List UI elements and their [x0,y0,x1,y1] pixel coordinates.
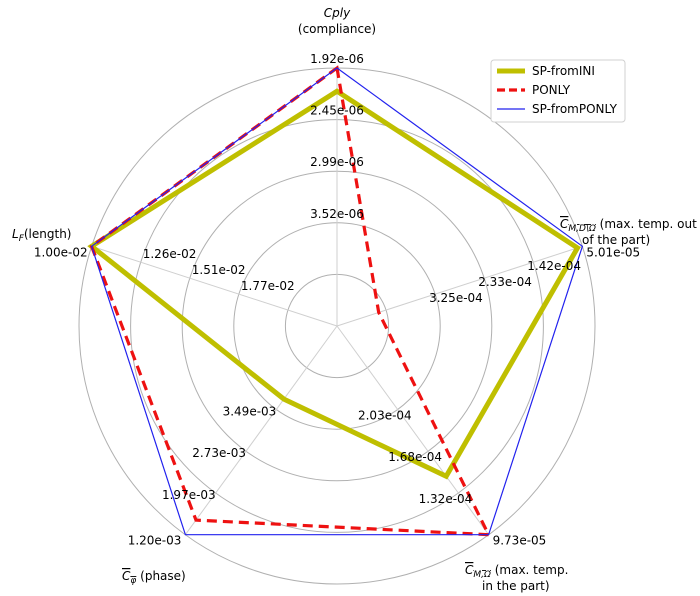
axis-label-3-line-1: CM,Ω (max. temp. [465,563,568,580]
axis-label-3-line-2: in the part) [482,579,550,593]
legend: SP-fromINI PONLY SP-fromPONLY [490,59,626,123]
legend-label-2: PONLY [532,83,571,97]
tick-label-axis4-1: 1.20e-03 [128,534,182,548]
tick-label-axis4-4: 3.49e-03 [223,405,277,419]
tick-label-axis3-2: 1.32e-04 [419,492,473,506]
legend-box [490,59,626,123]
tick-label-axis5-4: 1.77e-02 [241,279,295,293]
legend-label-1: SP-fromINI [532,64,595,78]
series-3-polygon [90,67,584,536]
tick-label-axis1-4: 3.52e-06 [310,207,364,221]
axis-label-4-line-1: Cφ (phase) [122,569,186,586]
tick-label-axis5-2: 1.26e-02 [143,247,197,261]
grid-spoke-5 [91,245,338,327]
axis-label-2-line-1: CM,D\Ω (max. temp. out [560,217,697,234]
radar-series [87,65,584,537]
tick-label-axis4-3: 2.73e-03 [192,446,246,460]
tick-label-axis2-3: 2.33e-04 [478,275,532,289]
tick-label-axis2-2: 1.42e-04 [527,259,581,273]
series-1-polygon [87,88,581,480]
tick-label-axis4-2: 1.97e-03 [162,488,216,502]
axis-label-1-line-2: (compliance) [298,22,376,36]
grid-spoke-3 [336,325,490,536]
radar-axis-labels: Cply (compliance) CM,D\Ω (max. temp. outof… [12,6,697,593]
axis-label-2-line-2: of the part) [582,233,650,247]
tick-label-axis3-3: 1.68e-04 [388,450,442,464]
grid-spoke-4 [184,325,338,536]
tick-label-axis3-4: 2.03e-04 [358,409,412,423]
tick-label-axis1-1: 1.92e-06 [310,52,364,66]
radar-tick-labels: 1.92e-06 2.45e-06 2.99e-06 3.52e-06 5.01e-05… [34,52,640,548]
tick-label-axis1-3: 2.99e-06 [310,155,364,169]
axis-label-5-line-1: LF(length) [12,227,72,244]
series-2-polygon [89,65,492,537]
tick-label-axis5-3: 1.51e-02 [192,263,246,277]
axis-label-1-line-1: Cply [324,6,351,20]
tick-label-axis1-2: 2.45e-06 [310,104,364,118]
tick-label-axis2-1: 5.01e-05 [586,245,640,259]
tick-label-axis3-1: 9.73e-05 [493,534,547,548]
radar-grid [78,67,596,585]
tick-label-axis5-1: 1.00e-02 [34,245,88,259]
legend-label-3: SP-fromPONLY [532,102,618,116]
tick-label-axis2-4: 3.25e-04 [429,291,483,305]
